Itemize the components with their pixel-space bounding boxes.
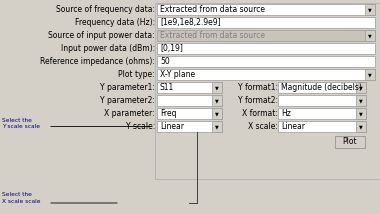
Text: [0,19]: [0,19]: [160, 44, 183, 53]
Text: Y scale:: Y scale:: [126, 122, 155, 131]
Text: Magnitude (decibels): Magnitude (decibels): [281, 83, 362, 92]
Bar: [278, 108, 366, 119]
Text: ▼: ▼: [368, 72, 372, 77]
Bar: [356, 95, 366, 106]
Text: X scale:: X scale:: [248, 122, 278, 131]
Text: Select the
X scale scale: Select the X scale scale: [2, 192, 41, 204]
Text: Y format1:: Y format1:: [238, 83, 278, 92]
Text: Extracted from data source: Extracted from data source: [160, 5, 265, 14]
Text: X parameter:: X parameter:: [105, 109, 155, 118]
Bar: [157, 17, 375, 28]
Text: Plot type:: Plot type:: [119, 70, 155, 79]
Text: Y parameter2:: Y parameter2:: [100, 96, 155, 105]
Bar: [356, 108, 366, 119]
Bar: [365, 69, 375, 80]
Bar: [157, 95, 222, 106]
Bar: [212, 95, 222, 106]
Bar: [157, 30, 375, 41]
Text: ▼: ▼: [215, 98, 219, 103]
Bar: [157, 108, 222, 119]
Bar: [365, 30, 375, 41]
Text: ▼: ▼: [368, 33, 372, 38]
Text: Input power data (dBm):: Input power data (dBm):: [61, 44, 155, 53]
Bar: [157, 69, 375, 80]
Text: ▼: ▼: [359, 85, 363, 90]
Bar: [157, 56, 375, 67]
Bar: [157, 4, 375, 15]
Text: Y format2:: Y format2:: [238, 96, 278, 105]
Text: Plot: Plot: [343, 138, 357, 147]
Bar: [278, 95, 366, 106]
Text: X-Y plane: X-Y plane: [160, 70, 195, 79]
Text: S11: S11: [160, 83, 174, 92]
Bar: [157, 43, 375, 54]
Text: Select the
Y scale scale: Select the Y scale scale: [2, 118, 40, 129]
Text: Freq: Freq: [160, 109, 176, 118]
Text: Y parameter1:: Y parameter1:: [100, 83, 155, 92]
Text: ▼: ▼: [359, 124, 363, 129]
Bar: [212, 82, 222, 93]
Text: ▼: ▼: [215, 124, 219, 129]
Text: ▼: ▼: [359, 111, 363, 116]
Text: ▼: ▼: [368, 7, 372, 12]
Bar: [212, 121, 222, 132]
Bar: [335, 136, 365, 148]
Text: Source of frequency data:: Source of frequency data:: [56, 5, 155, 14]
Text: Source of input power data:: Source of input power data:: [48, 31, 155, 40]
Bar: [212, 108, 222, 119]
Bar: [365, 4, 375, 15]
Text: [1e9,1e8,2.9e9]: [1e9,1e8,2.9e9]: [160, 18, 221, 27]
Text: 50: 50: [160, 57, 170, 66]
Text: Frequency data (Hz):: Frequency data (Hz):: [75, 18, 155, 27]
Text: Reference impedance (ohms):: Reference impedance (ohms):: [40, 57, 155, 66]
Bar: [157, 82, 222, 93]
Text: Extracted from data source: Extracted from data source: [160, 31, 265, 40]
Text: ▼: ▼: [359, 98, 363, 103]
Bar: [278, 82, 366, 93]
Bar: [278, 121, 366, 132]
Text: Hz: Hz: [281, 109, 291, 118]
Text: ▼: ▼: [215, 111, 219, 116]
Text: ▼: ▼: [215, 85, 219, 90]
Bar: [356, 82, 366, 93]
Bar: [155, 3, 380, 179]
Text: X format:: X format:: [242, 109, 278, 118]
Bar: [356, 121, 366, 132]
Bar: [157, 121, 222, 132]
Text: Linear: Linear: [281, 122, 305, 131]
Text: Linear: Linear: [160, 122, 184, 131]
